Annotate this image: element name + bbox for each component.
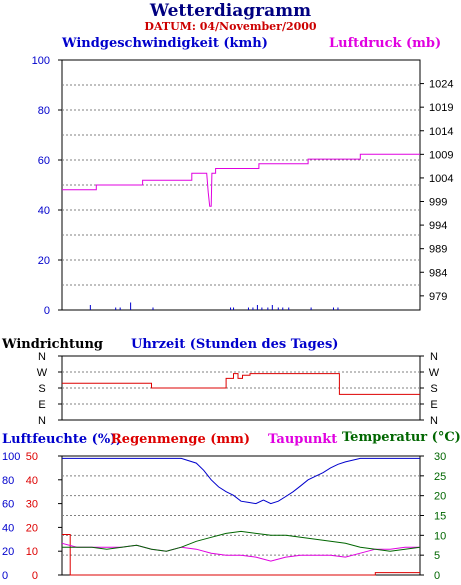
temperature-tick-label: 0 [434, 570, 440, 582]
pressure-tick-label: 1024 [429, 79, 453, 91]
temperature-tick-label: 15 [434, 511, 446, 523]
humidity-tick-label: 40 [2, 522, 14, 534]
pressure-line [62, 153, 420, 207]
direction-tick-label-right: E [430, 399, 437, 411]
pressure-tick-label: 989 [429, 244, 447, 256]
rain-axis-label: Regenmenge (mm) [111, 432, 251, 447]
pressure-tick-label: 999 [429, 197, 447, 209]
rain-tick-label: 20 [26, 522, 38, 534]
rain-line [62, 534, 420, 576]
wind-speed-tick-label: 0 [44, 305, 50, 317]
rain-tick-label: 50 [26, 451, 38, 463]
temperature-tick-label: 25 [434, 471, 446, 483]
temperature-axis-label: Temperatur (°C) [342, 430, 461, 445]
pressure-tick-label: 1009 [429, 149, 453, 161]
humidity-tick-label: 20 [2, 546, 14, 558]
wind-speed-tick-label: 60 [38, 155, 50, 167]
wind-speed-tick-label: 80 [38, 105, 50, 117]
humidity-tick-label: 100 [2, 451, 20, 463]
temperature-tick-label: 10 [434, 530, 446, 542]
humidity-tick-label: 60 [2, 499, 14, 511]
pressure-tick-label: 994 [429, 220, 447, 232]
direction-tick-label-left: W [37, 367, 48, 379]
pressure-tick-label: 979 [429, 291, 447, 303]
rain-tick-label: 10 [26, 546, 38, 558]
temperature-tick-label: 30 [434, 451, 446, 463]
wind-direction-label: Windrichtung [2, 337, 104, 352]
pressure-tick-label: 984 [429, 267, 447, 279]
date-label: DATUM: 04/November/2000 [144, 20, 317, 33]
chart-title: Wetterdiagramm [149, 1, 312, 21]
wind-speed-tick-label: 20 [38, 255, 50, 267]
direction-tick-label-left: E [38, 399, 45, 411]
direction-tick-label-left: N [38, 351, 46, 363]
direction-tick-label-right: S [430, 383, 437, 395]
direction-tick-label-right: N [430, 415, 438, 427]
wind-speed-axis-label: Windgeschwindigkeit (kmh) [62, 36, 268, 51]
temperature-line [62, 530, 421, 552]
direction-tick-label-right: N [430, 351, 438, 363]
humidity-line [62, 457, 420, 505]
time-axis-label: Uhrzeit (Stunden des Tages) [131, 337, 339, 352]
dewpoint-line [61, 542, 420, 562]
humidity-tick-label: 0 [2, 570, 8, 582]
wind-direction-line [62, 373, 420, 395]
wind-speed-tick-label: 100 [32, 55, 50, 67]
direction-tick-label-right: W [429, 367, 440, 379]
pressure-axis-label: Luftdruck (mb) [329, 36, 442, 51]
pressure-tick-label: 1004 [429, 173, 453, 185]
pressure-tick-label: 1014 [429, 126, 453, 138]
rain-tick-label: 0 [32, 570, 38, 582]
temperature-tick-label: 5 [434, 550, 440, 562]
rain-tick-label: 30 [26, 499, 38, 511]
humidity-axis-label: Luftfeuchte (%), [2, 432, 121, 447]
temperature-tick-label: 20 [434, 491, 446, 503]
humidity-tick-label: 80 [2, 475, 14, 487]
direction-tick-label-left: S [38, 383, 45, 395]
rain-tick-label: 40 [26, 475, 38, 487]
dewpoint-axis-label: Taupunkt [268, 432, 338, 447]
wind-speed-tick-label: 40 [38, 205, 50, 217]
pressure-tick-label: 1019 [429, 102, 453, 114]
direction-tick-label-left: N [38, 415, 46, 427]
